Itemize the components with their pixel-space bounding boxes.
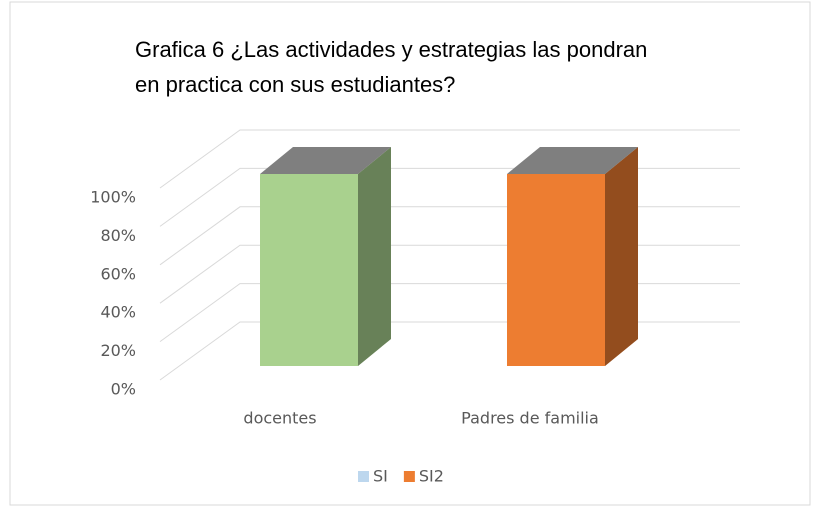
bar-top	[260, 147, 391, 174]
legend-swatch	[358, 471, 369, 482]
y-tick-label: 60%	[100, 264, 136, 283]
grid-line	[159, 129, 740, 189]
chart-title: en practica con sus estudiantes?	[135, 72, 455, 97]
y-tick-label: 20%	[100, 341, 136, 360]
y-tick-label: 0%	[111, 380, 136, 399]
bar-front	[507, 174, 605, 366]
y-tick-label: 40%	[100, 303, 136, 322]
legend-label: SI2	[419, 467, 444, 486]
x-tick-label: docentes	[243, 409, 316, 428]
bar-side	[358, 147, 391, 366]
bar-front	[260, 174, 358, 366]
x-tick-label: Padres de familia	[461, 409, 599, 428]
legend-label: SI	[373, 467, 388, 486]
y-tick-label: 100%	[90, 188, 136, 207]
bar-side	[605, 147, 638, 366]
bar	[260, 147, 391, 366]
bar-top	[507, 147, 638, 174]
y-tick-label: 80%	[100, 226, 136, 245]
legend-swatch	[403, 471, 415, 482]
bar	[507, 147, 638, 366]
bar-side-shade	[358, 147, 391, 366]
bar-side-shade	[605, 147, 638, 366]
chart-border	[9, 1, 811, 506]
chart-title: Grafica 6 ¿Las actividades y estrategias…	[135, 37, 647, 62]
